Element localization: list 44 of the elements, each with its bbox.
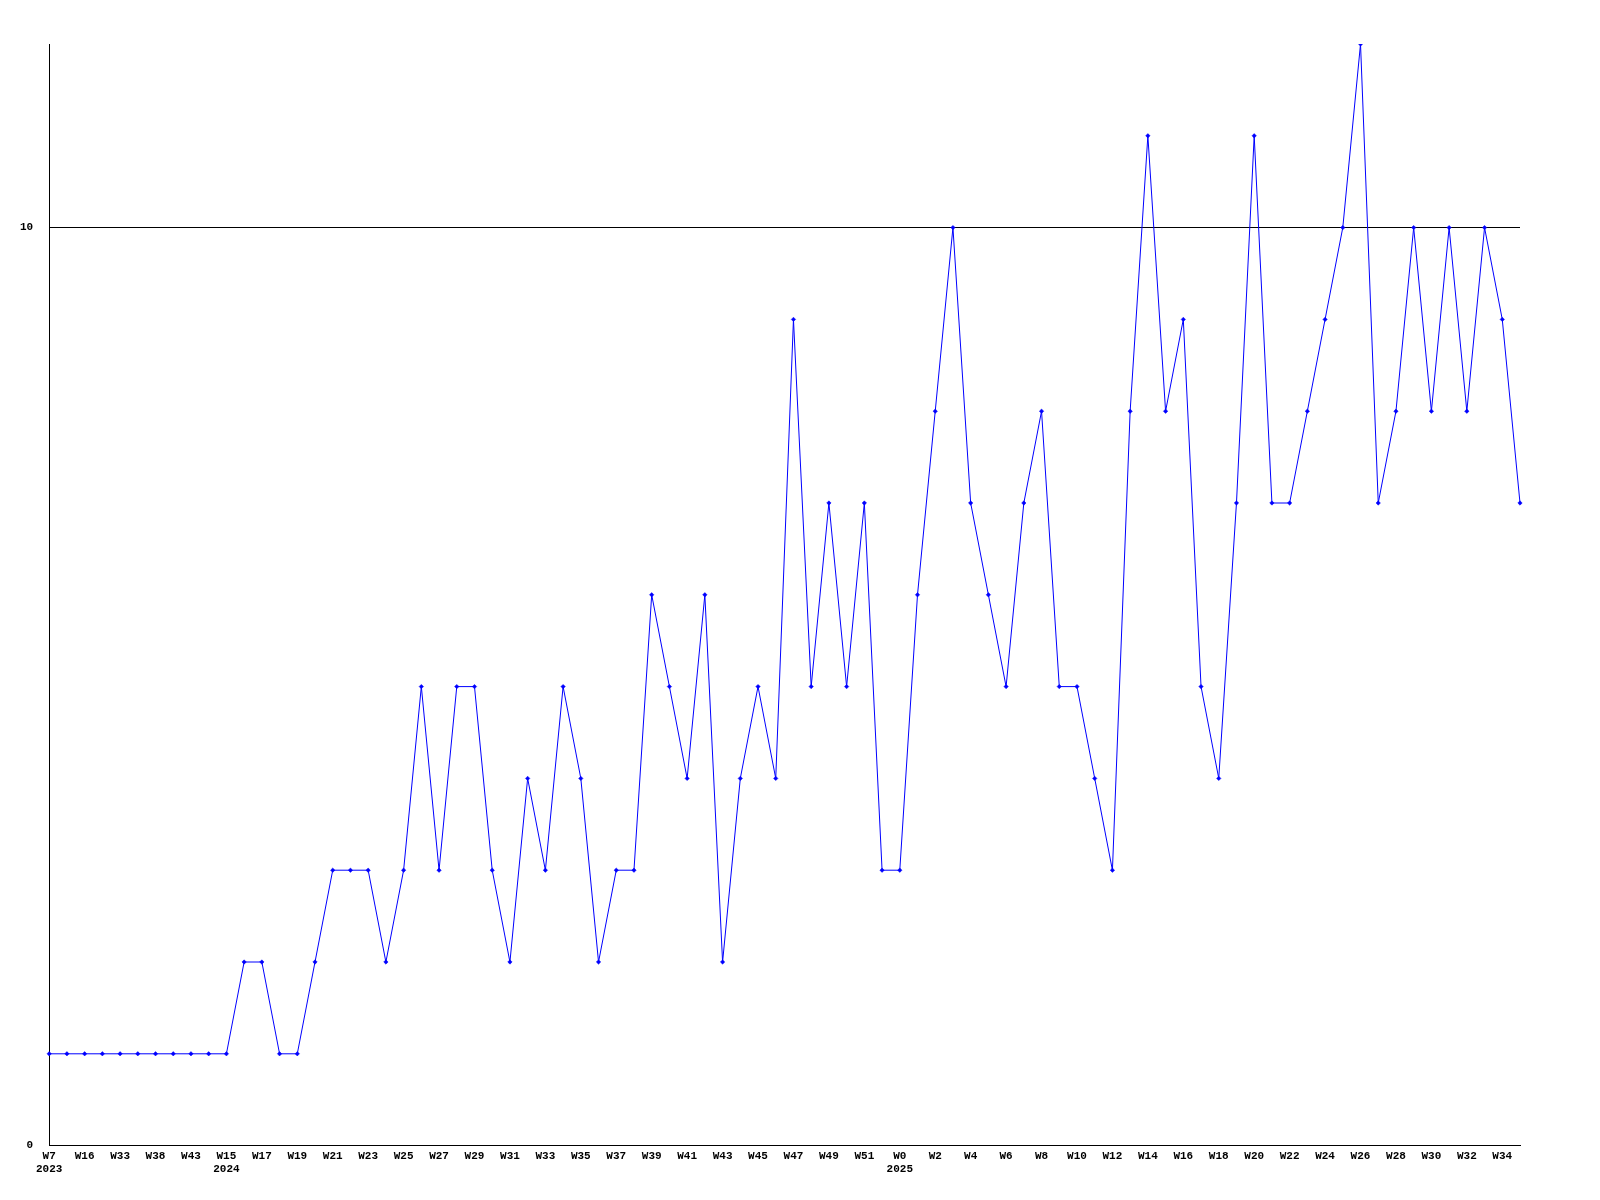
x-tick-label: W24 [1315,1149,1336,1162]
x-tick-label: W28 [1386,1149,1407,1162]
x-tick-label: W33 [535,1149,556,1162]
y-tick-label: 10 [20,221,34,234]
x-tick-label: W8 [1034,1149,1049,1162]
x-tick-label: W30 [1421,1149,1442,1162]
x-tick-label: W32 [1456,1149,1477,1162]
x-tick-label: W31 [500,1149,521,1162]
x-tick-label: W43 [181,1149,202,1162]
x-tick-label: W0 2025 [886,1149,914,1176]
x-tick-label: W38 [145,1149,166,1162]
x-tick-label: W26 [1350,1149,1371,1162]
x-tick-label: W2 [928,1149,942,1162]
x-tick-label: W22 [1279,1149,1300,1162]
x-tick-label: W21 [322,1149,344,1162]
x-tick-label: W15 2024 [213,1149,241,1176]
x-tick-label: W33 [110,1149,131,1162]
x-tick-label: W7 2023 [36,1149,63,1176]
x-tick-label: W6 [999,1149,1013,1162]
x-tick-label: W4 [964,1149,978,1162]
x-tick-label: W16 [1173,1149,1194,1162]
x-tick-label: W18 [1208,1149,1230,1162]
x-tick-label: W19 [287,1149,308,1162]
x-tick-label: W45 [748,1149,769,1162]
y-tick-label: 0 [26,1139,34,1152]
x-tick-label: W51 [854,1149,875,1162]
x-tick-label: W34 [1492,1149,1513,1162]
x-tick-label: W39 [641,1149,662,1162]
x-tick-label: W43 [712,1149,733,1162]
x-tick-label: W49 [819,1149,839,1162]
x-tick-label: W47 [783,1149,804,1162]
x-tick-label: W25 [393,1149,414,1162]
x-tick-label: W37 [606,1149,627,1162]
x-tick-label: W16 [74,1149,95,1162]
x-tick-label: W20 [1244,1149,1265,1162]
x-tick-label: W29 [464,1149,485,1162]
x-tick-label: W41 [677,1149,698,1162]
x-tick-label: W12 [1102,1149,1123,1162]
x-tick-label: W14 [1137,1149,1159,1162]
x-tick-label: W27 [429,1149,449,1162]
x-tick-label: W10 [1067,1149,1087,1162]
x-tick-label: W23 [358,1149,379,1162]
x-tick-label: W17 [251,1149,272,1162]
x-tick-label: W35 [570,1149,592,1162]
